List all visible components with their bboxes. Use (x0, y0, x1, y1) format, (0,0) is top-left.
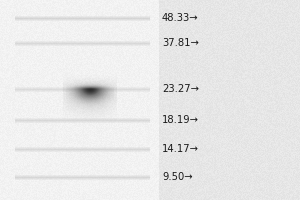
Text: 48.33→: 48.33→ (162, 13, 199, 23)
Text: 37.81→: 37.81→ (162, 38, 199, 48)
Text: 18.19→: 18.19→ (162, 115, 199, 125)
Text: 9.50→: 9.50→ (162, 172, 193, 182)
Text: 14.17→: 14.17→ (162, 144, 199, 154)
Text: 23.27→: 23.27→ (162, 84, 199, 94)
